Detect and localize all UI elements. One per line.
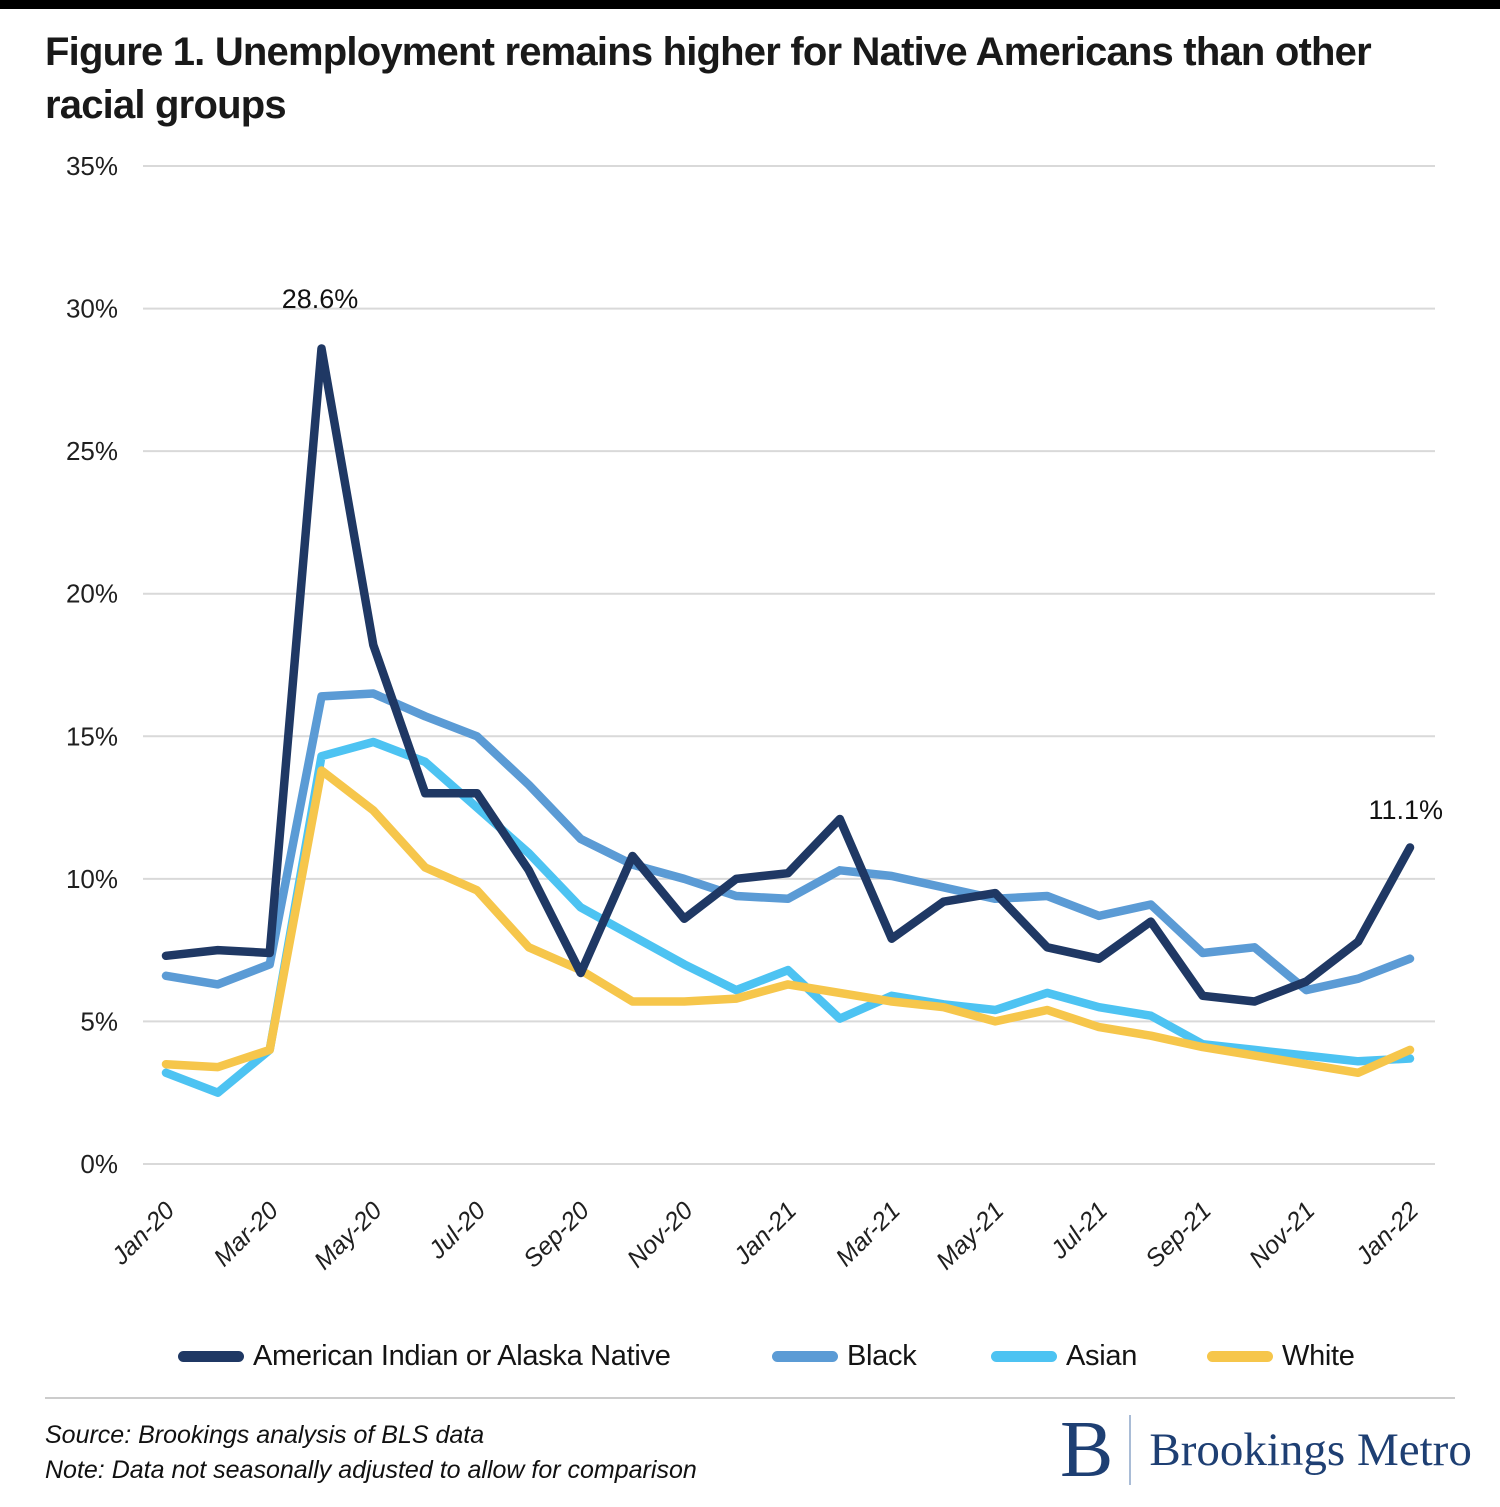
y-axis-label-30%: 30% xyxy=(66,294,118,324)
y-axis-label-20%: 20% xyxy=(66,579,118,609)
y-axis-label-5%: 5% xyxy=(80,1006,118,1036)
y-axis-label-10%: 10% xyxy=(66,864,118,894)
line-white xyxy=(161,766,1415,1078)
line-black xyxy=(161,689,1415,995)
legend-label-white: White xyxy=(1282,1339,1355,1372)
line-american-indian-or-alaska-native xyxy=(161,344,1415,1006)
legend-swatch-american-indian-or-alaska-native xyxy=(178,1350,244,1362)
legend-label-black: Black xyxy=(847,1339,917,1372)
legend: American Indian or Alaska Native Black A… xyxy=(0,1336,1500,1376)
legend-swatch-black xyxy=(772,1350,838,1362)
y-axis-label-15%: 15% xyxy=(66,721,118,751)
x-axis-label-May-20: May-20 xyxy=(309,1196,388,1275)
legend-item-black: Black xyxy=(772,1336,917,1376)
brookings-metro-wordmark: Brookings Metro xyxy=(1149,1424,1472,1476)
y-axis-label-25%: 25% xyxy=(66,436,118,466)
legend-item-american-indian-or-alaska-native: American Indian or Alaska Native xyxy=(178,1336,671,1376)
end-annotation: 11.1% xyxy=(1368,795,1443,825)
peak-annotation: 28.6% xyxy=(281,284,359,314)
legend-item-asian: Asian xyxy=(991,1336,1137,1376)
x-axis-label-Mar-21: Mar-21 xyxy=(830,1196,905,1271)
logo-divider xyxy=(1129,1415,1132,1485)
top-black-bar xyxy=(0,0,1500,9)
x-axis-label-Jul-21: Jul-21 xyxy=(1045,1196,1114,1265)
unemployment-line-chart: 0% 5% 10% 15% 20% 25% 30% 35% Jan-20 Mar-20 May-20… xyxy=(66,151,1435,1275)
x-axis-label-Jul-20: Jul-20 xyxy=(423,1196,492,1265)
x-axis-label-Mar-20: Mar-20 xyxy=(208,1196,284,1272)
x-axis-label-Jan-21: Jan-21 xyxy=(728,1196,803,1271)
x-axis-label-Jan-20: Jan-20 xyxy=(106,1196,181,1271)
figure-title-line1: Figure 1. Unemployment remains higher fo… xyxy=(45,30,1372,74)
y-axis-label-35%: 35% xyxy=(66,151,118,181)
footer-divider xyxy=(45,1397,1455,1399)
source-text: Source: Brookings analysis of BLS data xyxy=(45,1421,485,1449)
x-axis-label-Sep-21: Sep-21 xyxy=(1140,1196,1217,1273)
x-axis-label-Jan-22: Jan-22 xyxy=(1350,1196,1425,1271)
x-axis-label-Nov-20: Nov-20 xyxy=(622,1196,699,1273)
legend-swatch-asian xyxy=(991,1350,1057,1362)
x-axis-label-Sep-20: Sep-20 xyxy=(518,1196,595,1273)
figure-title: Figure 1. Unemployment remains higher fo… xyxy=(45,26,1445,132)
brookings-metro-logo: B Brookings Metro xyxy=(1060,1404,1472,1496)
note-text: Note: Data not seasonally adjusted to al… xyxy=(45,1456,697,1484)
source-note-block: Source: Brookings analysis of BLS data N… xyxy=(45,1418,697,1488)
x-axis-label-May-21: May-21 xyxy=(931,1196,1010,1275)
figure-title-line2: racial groups xyxy=(45,83,287,128)
y-axis-label-0%: 0% xyxy=(80,1149,118,1179)
legend-swatch-white xyxy=(1207,1350,1273,1362)
legend-label-american-indian-or-alaska-native: American Indian or Alaska Native xyxy=(253,1339,671,1372)
legend-label-asian: Asian xyxy=(1066,1339,1138,1372)
legend-item-white: White xyxy=(1207,1336,1355,1376)
brookings-logo-b: B xyxy=(1060,1406,1114,1494)
x-axis-label-Nov-21: Nov-21 xyxy=(1244,1196,1321,1273)
